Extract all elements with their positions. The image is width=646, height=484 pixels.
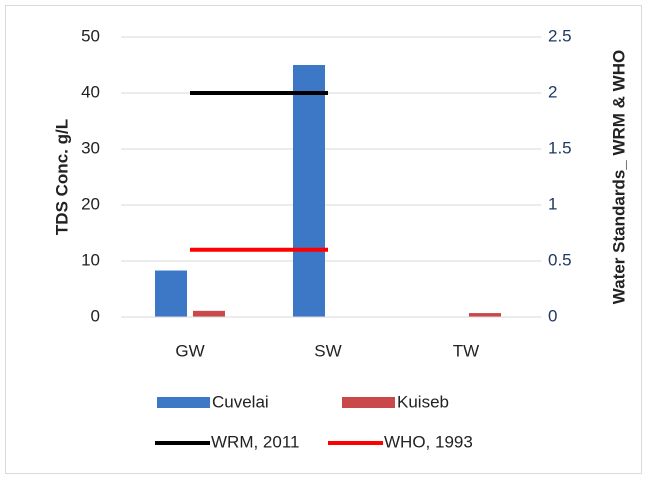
- legend-label: WRM, 2011: [211, 432, 300, 451]
- x-tick-label: GW: [175, 341, 204, 360]
- y2-tick-label: 0.5: [548, 250, 572, 269]
- legend-label: WHO, 1993: [384, 432, 473, 451]
- y2-tick-label: 0: [548, 306, 557, 325]
- y-tick-label: 10: [81, 250, 100, 269]
- y2-tick-label: 1.5: [548, 138, 572, 157]
- y2-tick-label: 2.5: [548, 26, 572, 45]
- bar: [469, 313, 501, 317]
- legend-swatch: [157, 397, 210, 408]
- y-tick-label: 20: [81, 194, 100, 213]
- y2-axis-title: Water Standards_ WRM & WHO: [609, 50, 628, 304]
- legend-swatch: [342, 397, 395, 408]
- bar: [193, 310, 225, 317]
- y-tick-label: 50: [81, 26, 100, 45]
- y-tick-label: 40: [81, 82, 100, 101]
- y-tick-label: 30: [81, 138, 100, 157]
- x-tick-label: TW: [453, 341, 479, 360]
- legend-label: Cuvelai: [212, 392, 269, 411]
- bar: [155, 270, 187, 317]
- legend-label: Kuiseb: [397, 392, 449, 411]
- y2-tick-label: 2: [548, 82, 557, 101]
- x-tick-label: SW: [314, 341, 341, 360]
- bar: [293, 65, 325, 317]
- y-axis-title: TDS Conc. g/L: [52, 119, 71, 235]
- y-tick-label: 0: [91, 306, 100, 325]
- y2-tick-label: 1: [548, 194, 557, 213]
